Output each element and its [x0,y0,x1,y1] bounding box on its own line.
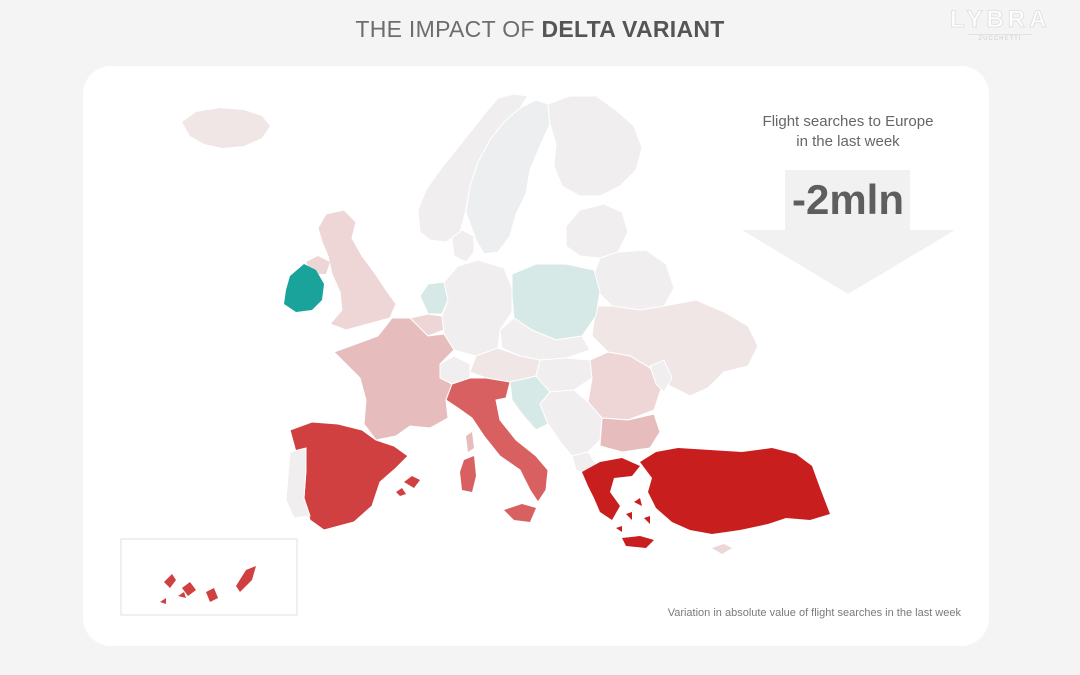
region-corsica [466,432,474,452]
stat-label-line2: in the last week [796,133,900,150]
region-united-kingdom [317,209,397,331]
page-title: THE IMPACT OF DELTA VARIANT [0,16,1080,43]
region-italy [445,377,549,503]
region-cyprus [712,544,732,554]
region-turkey [640,448,830,534]
region-denmark [451,229,475,263]
canary-inset-frame [120,538,298,616]
region-sardinia [460,456,476,492]
region-ireland [284,264,324,312]
logo-word: LYBRA [950,6,1051,34]
region-portugal [285,447,311,519]
brand-logo: LYBRA ZUCCHETTI [950,6,1051,43]
region-sicily [504,504,536,522]
region-iceland [182,108,270,148]
region-sweden [465,99,551,255]
region-bulgaria [599,413,661,453]
region-baltics [565,203,629,259]
footnote: Variation in absolute value of flight se… [667,607,961,619]
region-greece [582,458,640,520]
down-arrow-icon [742,170,955,294]
region-norway [417,93,529,243]
region-germany [441,259,513,357]
title-bold: DELTA VARIANT [541,16,725,42]
stat-label: Flight searches to Europe in the last we… [742,112,954,152]
region-moldova [649,359,673,393]
title-light: THE IMPACT OF [355,16,535,42]
stat-label-line1: Flight searches to Europe [762,113,934,130]
region-france [333,317,455,441]
stat-value: -2mln [791,176,904,223]
region-romania [587,351,663,421]
region-poland [511,263,601,341]
region-greek-islands [616,498,654,548]
region-netherlands [419,281,449,315]
region-balearic-islands [396,476,420,496]
region-finland [547,95,643,197]
region-canary-islands [160,566,256,604]
logo-subtitle: ZUCCHETTI [968,34,1032,42]
region-belarus [593,249,675,311]
